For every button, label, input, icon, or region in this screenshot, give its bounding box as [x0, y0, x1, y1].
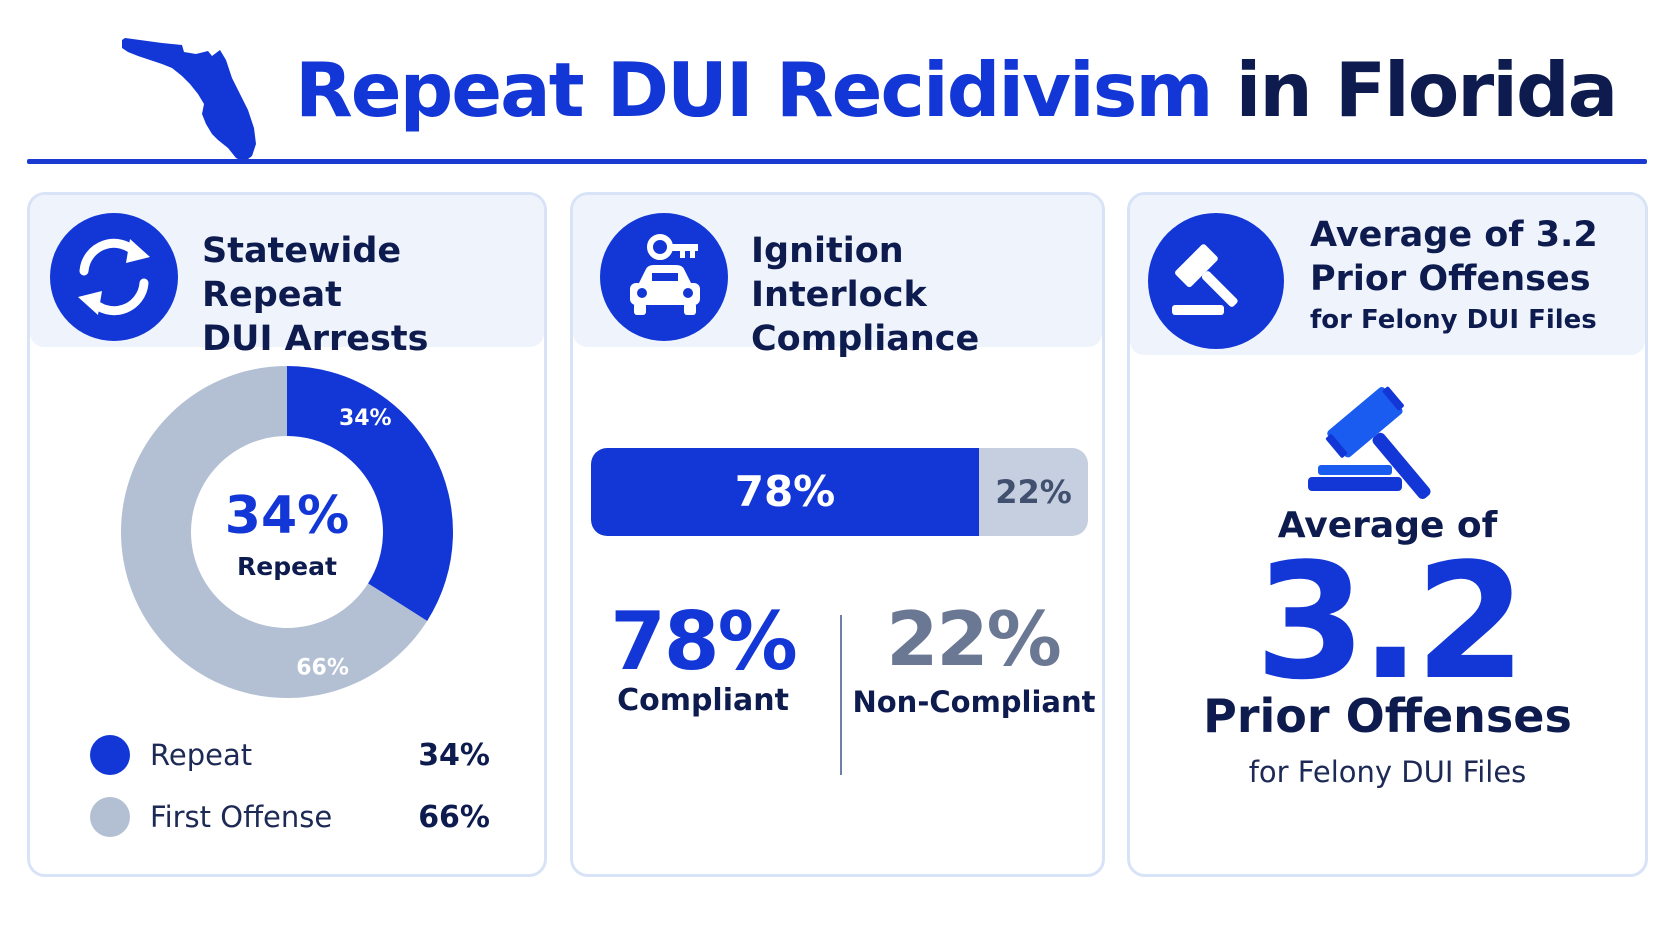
legend-value: 66%	[418, 800, 490, 835]
title-part-1: Repeat DUI Recidivism	[295, 46, 1213, 134]
gavel-illustration-icon	[1308, 386, 1431, 499]
prior-offenses-value: 3.2	[1254, 528, 1526, 715]
florida-map-icon	[122, 38, 256, 162]
card-header: Ignition Interlock Compliance	[573, 195, 1102, 359]
donut-center-value: 34%	[225, 486, 349, 546]
card-header: Statewide Repeat DUI Arrests	[30, 195, 544, 359]
bar-label-compliant: 78%	[734, 467, 836, 516]
compliant-value: 78%	[610, 595, 797, 688]
card-title-line-2: Prior Offenses	[1310, 259, 1591, 299]
donut-chart: 34% 66% 34% Repeat	[120, 366, 453, 698]
slice-label-repeat: 34%	[339, 406, 392, 431]
legend-item-repeat: Repeat 34%	[90, 730, 490, 780]
felony-dui-label: for Felony DUI Files	[1248, 755, 1527, 789]
legend-item-first-offense: First Offense 66%	[90, 792, 490, 842]
prior-offenses-card: Average of 3.2 Prior Offenses for Felony…	[1127, 192, 1648, 877]
legend-label: Repeat	[150, 738, 253, 772]
car-key-icon	[600, 213, 728, 341]
title-part-2: in Florida	[1235, 46, 1619, 134]
title-divider	[27, 159, 1647, 164]
bar-label-non-compliant: 22%	[995, 473, 1072, 511]
legend-value: 34%	[418, 738, 490, 773]
card-title: Average of 3.2 Prior Offenses for Felony…	[1310, 213, 1640, 337]
card-title-line-1: Average of 3.2	[1310, 215, 1598, 255]
legend-swatch-repeat	[90, 735, 130, 775]
card-title: Statewide Repeat DUI Arrests	[202, 229, 532, 361]
card-title-line-1: Statewide Repeat	[202, 231, 402, 315]
compliant-label: Compliant	[617, 683, 789, 718]
donut-slice-repeat	[287, 366, 453, 621]
compliance-stacked-bar: 78% 22%	[591, 448, 1088, 536]
donut-slice-first-offense	[120, 366, 428, 698]
slice-label-first-offense: 66%	[296, 655, 349, 680]
prior-offenses-label: Prior Offenses	[1203, 689, 1572, 743]
legend-swatch-first-offense	[90, 797, 130, 837]
card-title-sub: for Felony DUI Files	[1310, 305, 1597, 335]
refresh-cycle-icon	[50, 213, 178, 341]
repeat-arrests-card: Statewide Repeat DUI Arrests 34% 66% 34%…	[27, 192, 547, 877]
donut-center-label: Repeat	[237, 552, 337, 581]
card-title: Ignition Interlock Compliance	[751, 229, 1081, 361]
stat-divider	[840, 615, 842, 775]
non-compliant-value: 22%	[886, 595, 1062, 683]
card-title-line-2: Compliance	[751, 319, 980, 359]
non-compliant-label: Non-Compliant	[852, 685, 1096, 719]
page-title: Repeat DUI Recidivism in Florida	[295, 40, 1619, 140]
card-title-line-1: Ignition Interlock	[751, 231, 927, 315]
interlock-compliance-card: Ignition Interlock Compliance 78% 22% 78…	[570, 192, 1105, 877]
average-of-label: Average of	[1277, 505, 1498, 546]
card-header: Average of 3.2 Prior Offenses for Felony…	[1130, 195, 1645, 355]
legend-label: First Offense	[150, 800, 333, 834]
bar-segment-compliant	[591, 448, 979, 536]
header: Repeat DUI Recidivism in Florida	[0, 0, 1672, 170]
card-title-line-2: DUI Arrests	[202, 319, 429, 359]
gavel-icon	[1148, 213, 1284, 349]
